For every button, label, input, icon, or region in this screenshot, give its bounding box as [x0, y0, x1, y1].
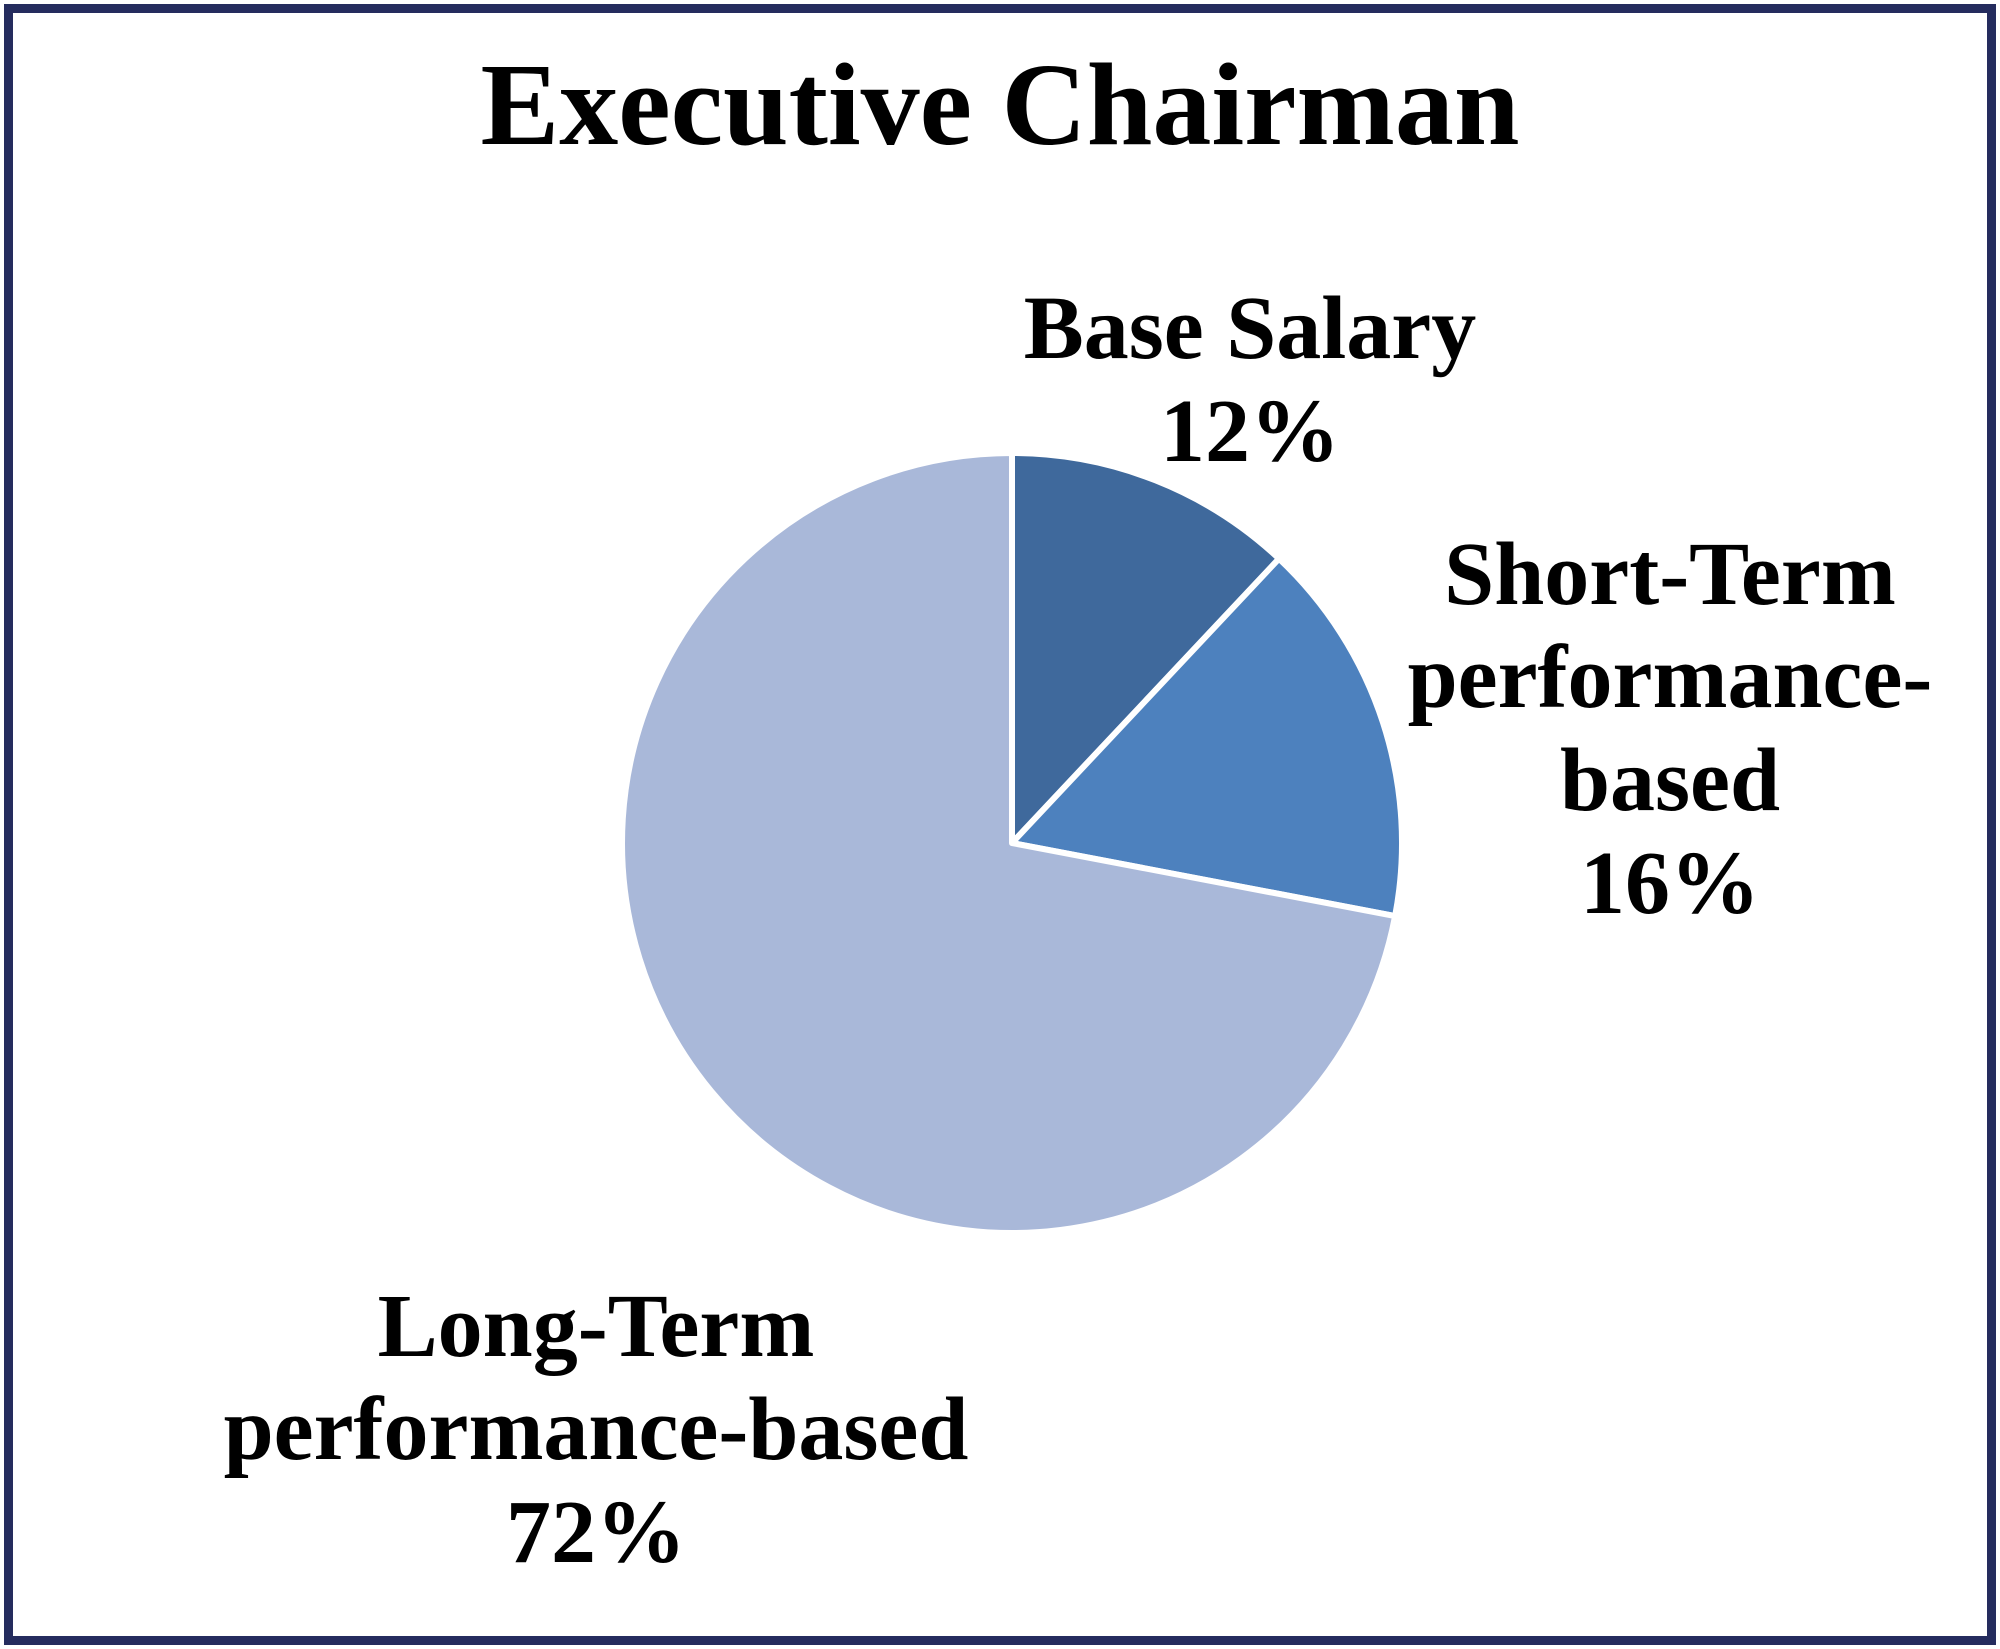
- pie-slice-base-salary: [1009, 450, 1282, 846]
- slice-label-base-salary: Base Salary 12%: [950, 277, 1550, 483]
- label-line: Long-Term: [377, 1277, 815, 1376]
- slice-label-short-term-performance-based: Short-Term performance- based 16%: [1350, 523, 1990, 935]
- label-line: performance-: [1407, 628, 1933, 727]
- label-line: 72%: [506, 1483, 686, 1582]
- chart-title: Executive Chairman: [480, 39, 1520, 170]
- pie-slice-short-term-performance-based: [1009, 555, 1405, 920]
- label-line: Base Salary: [1023, 279, 1477, 378]
- slice-label-long-term-performance-based: Long-Term performance-based 72%: [156, 1275, 1036, 1584]
- label-line: Short-Term: [1444, 525, 1896, 624]
- pie-slice-long-term-performance-based: [619, 450, 1399, 1236]
- label-line: 12%: [1160, 382, 1340, 481]
- label-line: based: [1559, 731, 1781, 830]
- label-line: performance-based: [223, 1380, 969, 1479]
- label-line: 16%: [1580, 834, 1760, 933]
